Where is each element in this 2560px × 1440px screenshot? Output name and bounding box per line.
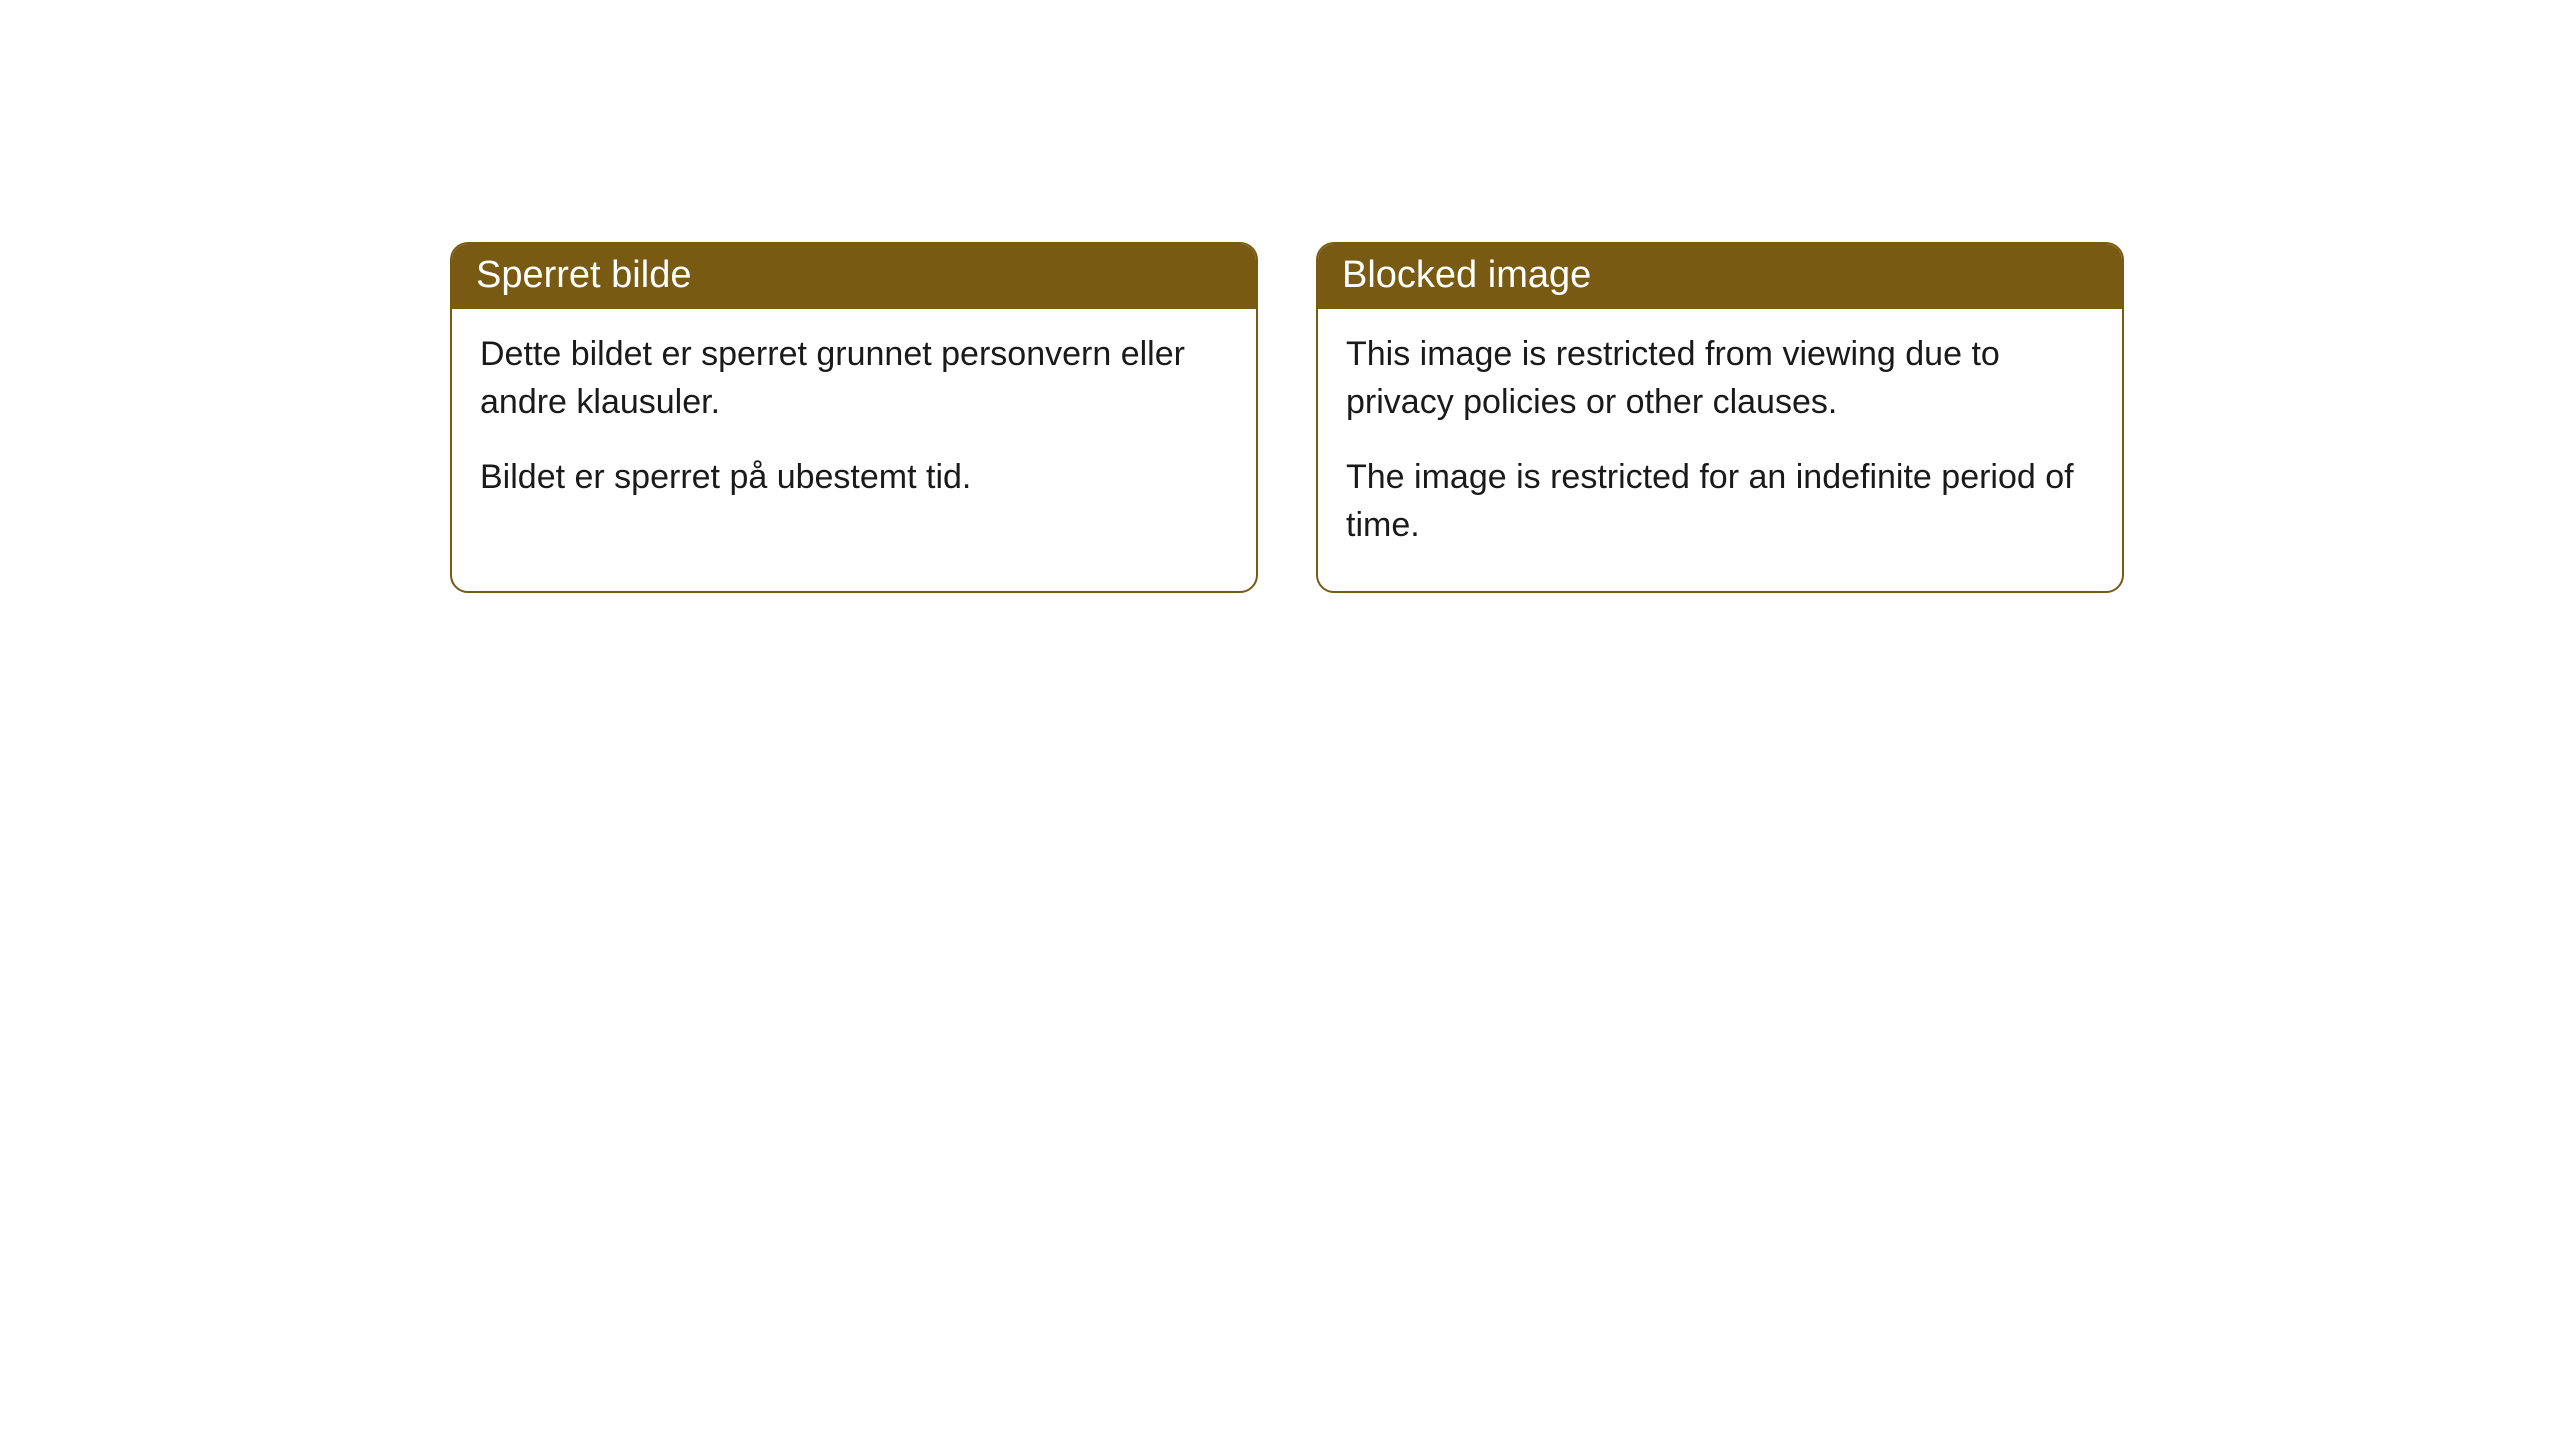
card-title-norwegian: Sperret bilde bbox=[476, 254, 691, 296]
card-paragraph2-english: The image is restricted for an indefinit… bbox=[1346, 454, 2094, 549]
card-body-english: This image is restricted from viewing du… bbox=[1318, 309, 2122, 591]
card-paragraph1-norwegian: Dette bildet er sperret grunnet personve… bbox=[480, 331, 1228, 426]
card-paragraph2-norwegian: Bildet er sperret på ubestemt tid. bbox=[480, 454, 1228, 502]
blocked-image-card-norwegian: Sperret bilde Dette bildet er sperret gr… bbox=[450, 242, 1258, 593]
card-header-english: Blocked image bbox=[1318, 244, 2122, 309]
card-paragraph1-english: This image is restricted from viewing du… bbox=[1346, 331, 2094, 426]
card-body-norwegian: Dette bildet er sperret grunnet personve… bbox=[452, 309, 1256, 544]
blocked-image-card-english: Blocked image This image is restricted f… bbox=[1316, 242, 2124, 593]
card-header-norwegian: Sperret bilde bbox=[452, 244, 1256, 309]
card-title-english: Blocked image bbox=[1342, 254, 1591, 296]
notice-cards-container: Sperret bilde Dette bildet er sperret gr… bbox=[450, 242, 2124, 593]
